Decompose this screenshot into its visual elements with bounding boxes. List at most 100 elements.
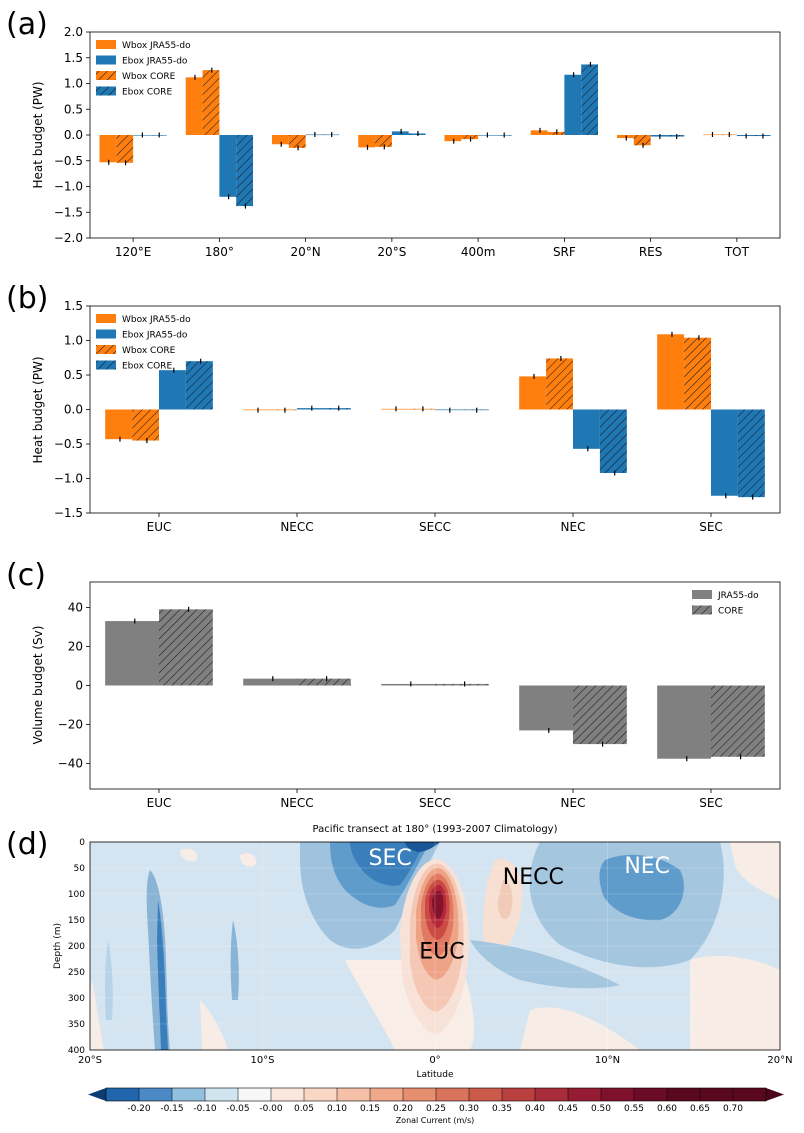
x-tick-label: NECC <box>280 796 313 810</box>
colorbar-tick-label: 0.40 <box>525 1104 545 1114</box>
contour-sec-core <box>405 842 440 852</box>
colorbar-extend-right <box>766 1088 784 1101</box>
legend-label: Ebox JRA55-do <box>122 57 188 67</box>
bar-hatch <box>753 135 771 137</box>
panel-a-frame <box>89 31 781 239</box>
contour-nec-region <box>599 854 684 921</box>
bar <box>133 135 150 136</box>
colorbar-segment <box>535 1088 569 1101</box>
bar-hatch <box>202 70 220 135</box>
contour-west-jet <box>230 920 239 1000</box>
legend-label: Ebox CORE <box>122 362 172 372</box>
colorbar-tick-label: 0.50 <box>591 1104 611 1114</box>
bar <box>219 135 237 197</box>
x-tick-label: 400m <box>461 245 496 259</box>
legend-swatch <box>96 314 116 323</box>
y-tick-label: 200 <box>68 942 85 952</box>
colorbar-segment <box>370 1088 404 1101</box>
x-tick-label: SEC <box>699 796 723 810</box>
colorbar-tick-label: 0.35 <box>492 1104 512 1114</box>
legend-swatch <box>692 590 712 599</box>
y-tick-label: 50 <box>74 864 86 874</box>
panel-a-ylabel: Heat budget (PW) <box>31 81 45 188</box>
bar-hatch <box>573 685 627 745</box>
colorbar-tick-label: 0.65 <box>690 1104 710 1114</box>
y-tick-label: 350 <box>68 1020 85 1030</box>
colorbar-segment <box>601 1088 635 1101</box>
y-tick-label: 100 <box>68 890 85 900</box>
contour-weak-east-patch <box>180 848 198 862</box>
legend-swatch <box>96 55 116 65</box>
y-tick-label: 1.5 <box>64 299 83 313</box>
y-tick-label: 0.0 <box>64 128 83 142</box>
colorbar-tick-label: 0.10 <box>327 1104 347 1114</box>
contour-weak-east-patch <box>90 980 104 1050</box>
panel-a-legend: Wbox JRA55-do Ebox JRA55-do Wbox CORE Ebox … <box>96 40 191 98</box>
contour-euc-core <box>432 890 444 919</box>
bar <box>105 409 133 440</box>
panel-a: (a) Heat budget (PW) 2.0 1.5 1.0 0.5 0.0 −0.5… <box>6 7 781 259</box>
x-tick-label: SECC <box>419 796 451 810</box>
colorbar-tick-label: -0.15 <box>160 1104 183 1114</box>
bar <box>381 683 435 686</box>
x-tick-label: SRF <box>553 245 576 259</box>
panel-d: (d) Pacific transect at 180° (1993-2007 … <box>6 824 793 1125</box>
colorbar-segment <box>667 1088 701 1101</box>
colorbar-segment <box>304 1088 338 1101</box>
y-tick-label: 0.5 <box>64 102 83 116</box>
bar-hatch <box>494 135 512 136</box>
contour-weak-east-patch <box>240 853 257 867</box>
contour-weak-east-patch <box>200 1000 228 1050</box>
x-tick-label: EUC <box>147 796 172 810</box>
y-tick-label: 1.0 <box>64 77 83 91</box>
colorbar-tick-label: 0.45 <box>558 1104 578 1114</box>
bar-hatch <box>737 409 765 498</box>
legend-swatch <box>96 40 116 49</box>
x-tick-label: SEC <box>699 520 723 534</box>
y-tick-label: 0.0 <box>64 403 83 417</box>
bar-hatch <box>547 131 565 135</box>
x-tick-label: 10°S <box>250 1055 274 1066</box>
x-tick-label: 180° <box>205 245 234 259</box>
bar-hatch <box>408 133 426 135</box>
legend-label: Wbox CORE <box>122 346 176 356</box>
colorbar-segment <box>700 1088 734 1101</box>
bar <box>478 135 495 136</box>
y-tick-label: 0.5 <box>64 368 83 382</box>
y-tick-label: −0.5 <box>54 154 83 168</box>
legend-label: Wbox CORE <box>122 72 176 82</box>
colorbar-segment <box>106 1088 140 1101</box>
panel-b-legend: Wbox JRA55-do Ebox JRA55-do Wbox CORE Ebox … <box>96 314 191 372</box>
colorbar-tick-label: 0.15 <box>360 1104 380 1114</box>
legend-label: Ebox CORE <box>122 88 172 98</box>
colorbar-tick-label: 0.25 <box>426 1104 446 1114</box>
x-tick-label: 0° <box>429 1055 440 1066</box>
x-tick-label: 20°N <box>767 1055 792 1066</box>
bar-hatch <box>288 135 306 148</box>
bar <box>243 678 297 686</box>
y-tick-label: 300 <box>68 994 85 1004</box>
legend-swatch <box>96 329 116 339</box>
legend-swatch-hatch <box>96 360 116 370</box>
contour-west-jet <box>157 900 168 1050</box>
bar <box>736 135 754 137</box>
legend-swatch-hatch <box>692 605 712 615</box>
legend-label: JRA55-do <box>717 591 759 601</box>
contour-mid-west-band <box>470 940 620 989</box>
bar-hatch <box>633 135 651 146</box>
panel-b-label: (b) <box>6 281 48 316</box>
legend-swatch-hatch <box>96 86 116 96</box>
colorbar-segment <box>403 1088 437 1101</box>
contour-weak-east-patch <box>690 955 780 1050</box>
y-tick-label: −40 <box>58 757 83 771</box>
colorbar-tick-label: 0.30 <box>459 1104 479 1114</box>
annotation-euc: EUC <box>419 940 464 965</box>
colorbar-segment <box>337 1088 371 1101</box>
legend-label: CORE <box>718 607 744 617</box>
colorbar-tick-label: -0.00 <box>259 1104 283 1114</box>
colorbar-tick-label: 0.05 <box>294 1104 314 1114</box>
colorbar-tick-label: -0.20 <box>127 1104 151 1114</box>
bar-hatch <box>322 134 340 136</box>
bar-hatch <box>297 678 351 686</box>
y-tick-label: 1.0 <box>64 334 83 348</box>
